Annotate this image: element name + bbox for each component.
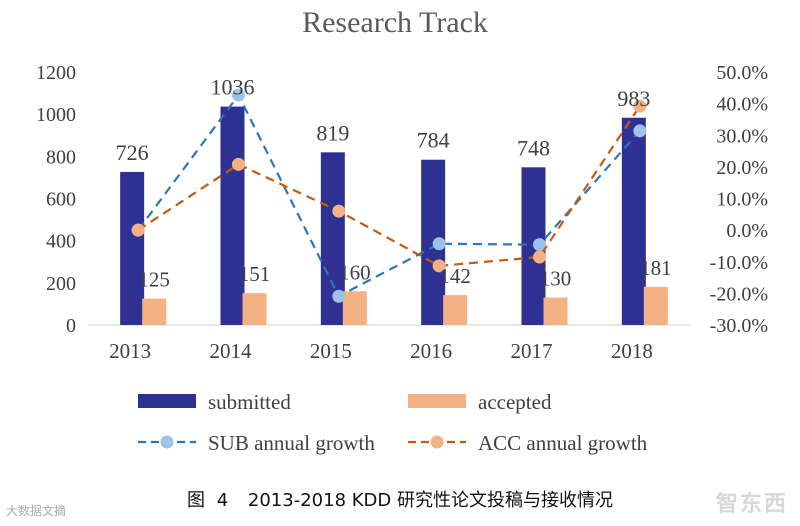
y-right-tick-label: -20.0% [710,283,768,305]
x-tick-label: 2014 [210,339,253,363]
y-right-tick-label: -30.0% [710,315,768,337]
bar-accepted [443,295,468,325]
legend-label-sub-growth: SUB annual growth [208,431,375,455]
marker-acc-growth [131,223,145,237]
y-left-tick-label: 1000 [36,104,76,126]
marker-acc-growth [332,204,346,218]
legend-label-accepted: accepted [478,390,552,414]
figure-caption: 图 4 2013-2018 KDD 研究性论文投稿与接收情况 [0,486,800,512]
marker-sub-growth [332,289,346,303]
line-acc-growth [137,105,641,267]
bar-submitted [120,171,145,325]
legend-swatch-accepted [408,394,466,408]
caption-number: 4 [216,490,229,511]
legend-marker-sub-growth [160,435,174,449]
data-label-accepted: 181 [640,256,672,280]
data-label-submitted: 726 [116,140,149,165]
bar-submitted [621,117,646,326]
x-tick-label: 2015 [310,339,352,363]
marker-acc-growth [232,157,245,171]
marker-sub-growth [432,237,446,251]
caption-text: 2013-2018 KDD 研究性论文投稿与接收情况 [247,490,613,511]
data-label-submitted: 748 [517,135,550,160]
data-label-accepted: 160 [339,260,371,284]
x-tick-label: 2016 [410,339,452,363]
bar-accepted [342,291,367,325]
marker-sub-growth [533,238,546,252]
y-left-tick-label: 800 [46,146,76,168]
y-left-tick-label: 600 [46,189,76,211]
y-right-tick-label: 10.0% [716,189,768,211]
data-label-accepted: 142 [439,264,471,288]
bar-accepted [643,286,668,325]
data-label-accepted: 130 [540,267,572,291]
data-label-submitted: 1036 [211,75,255,100]
caption-prefix: 图 [186,490,205,511]
y-left-tick-label: 1200 [36,62,76,84]
y-right-tick-label: 0.0% [726,220,768,242]
data-label-submitted: 784 [417,128,450,153]
watermark-left: 大数据文摘 [6,504,67,518]
marker-acc-growth [533,250,546,264]
y-right-tick-label: 40.0% [716,94,768,116]
bar-accepted [242,293,267,325]
x-tick-label: 2018 [611,339,653,363]
legend-swatch-submitted [138,394,196,408]
y-right-tick-label: 50.0% [716,62,768,84]
y-left-tick-label: 200 [46,273,76,295]
y-right-tick-label: 20.0% [716,157,768,179]
bar-accepted [543,297,568,325]
y-left-tick-label: 0 [66,315,76,337]
bar-submitted [220,106,245,326]
y-left-tick-label: 400 [46,231,76,253]
marker-sub-growth [232,88,245,102]
marker-acc-growth [633,99,647,113]
data-label-submitted: 983 [617,86,650,111]
data-label-accepted: 151 [239,262,271,286]
y-right-tick-label: 30.0% [716,125,768,147]
chart-title: Research Track [302,6,488,39]
legend-label-submitted: submitted [208,390,291,414]
marker-acc-growth [432,259,446,273]
legend-marker-acc-growth [430,435,444,449]
x-tick-label: 2017 [511,339,553,363]
data-label-submitted: 819 [316,120,349,145]
bar-accepted [142,298,167,325]
line-sub-growth [137,92,641,298]
marker-sub-growth [633,124,647,138]
data-label-accepted: 125 [138,268,170,292]
legend-label-acc-growth: ACC annual growth [478,431,648,455]
y-right-tick-label: -10.0% [710,252,768,274]
x-tick-label: 2013 [109,339,151,363]
chart-svg: Research Track 0 200 400 600 800 1000 1200 -30.0… [36,6,768,455]
watermark-right: 智东西 [715,492,788,517]
